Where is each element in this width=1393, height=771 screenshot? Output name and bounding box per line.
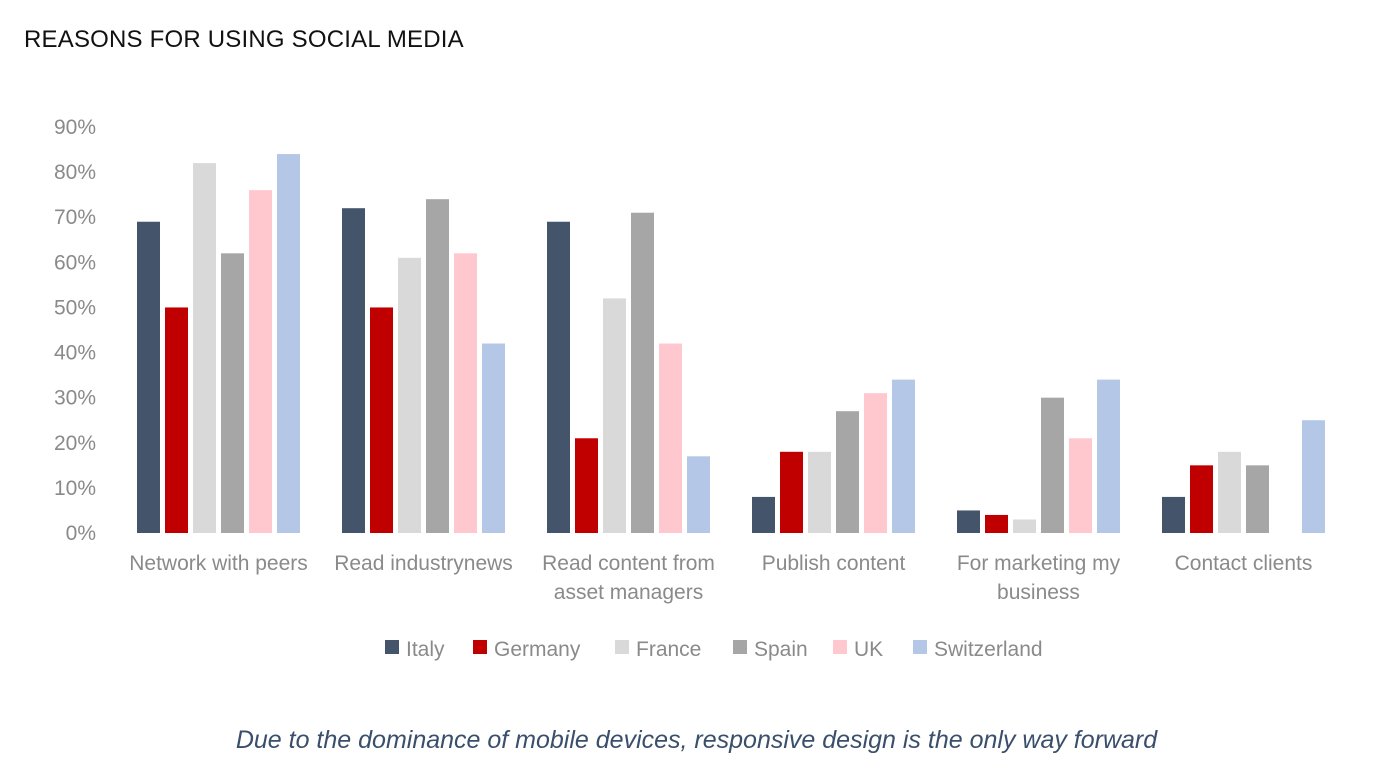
bar-switzerland-1 <box>482 343 505 533</box>
bar-italy-0 <box>137 221 160 533</box>
category-label: Read content from <box>542 552 715 575</box>
y-tick-label: 90% <box>54 116 96 139</box>
bar-france-4 <box>1013 519 1036 533</box>
bar-spain-2 <box>631 212 654 533</box>
category-label: business <box>997 581 1080 604</box>
bar-germany-3 <box>780 451 803 533</box>
x-axis-labels: Network with peers Read industrynews Read … <box>129 552 1312 604</box>
category-label: Network with peers <box>129 552 308 575</box>
category-label: For marketing my <box>957 552 1121 575</box>
legend-label-italy: Italy <box>406 638 445 661</box>
legend: Italy Germany France Spain UK Switzerland <box>385 638 1043 661</box>
legend-label-switzerland: Switzerland <box>934 638 1043 661</box>
y-tick-label: 40% <box>54 342 96 365</box>
y-tick-label: 50% <box>54 296 96 319</box>
bar-uk-4 <box>1069 438 1092 533</box>
legend-swatch-france <box>615 640 629 654</box>
legend-swatch-germany <box>473 640 487 654</box>
bar-switzerland-4 <box>1097 379 1120 533</box>
bar-switzerland-2 <box>687 456 710 533</box>
legend-label-france: France <box>636 638 701 661</box>
bar-germany-2 <box>575 438 598 533</box>
bar-germany-1 <box>370 307 393 533</box>
y-tick-label: 10% <box>54 477 96 500</box>
legend-swatch-switzerland <box>913 640 927 654</box>
bars <box>137 154 1325 534</box>
legend-swatch-uk <box>833 640 847 654</box>
bar-spain-0 <box>221 253 244 534</box>
legend-label-germany: Germany <box>494 638 581 661</box>
bar-germany-0 <box>165 307 188 533</box>
bar-spain-3 <box>836 411 859 533</box>
y-tick-label: 20% <box>54 432 96 455</box>
bar-italy-4 <box>957 510 980 533</box>
category-label: Contact clients <box>1175 552 1313 575</box>
bar-switzerland-0 <box>277 154 300 534</box>
bar-italy-3 <box>752 496 775 533</box>
category-label: Read industrynews <box>334 552 513 575</box>
bar-germany-4 <box>985 514 1008 533</box>
legend-label-spain: Spain <box>754 638 808 661</box>
bar-uk-3 <box>864 393 887 533</box>
bar-uk-0 <box>249 190 272 533</box>
bar-france-1 <box>398 257 421 533</box>
bar-uk-1 <box>454 253 477 534</box>
bar-france-5 <box>1218 451 1241 533</box>
bar-chart: 0% 10% 20% 30% 40% 50% 60% 70% 80% 90% Network wi… <box>54 116 1325 661</box>
legend-swatch-spain <box>733 640 747 654</box>
bar-spain-4 <box>1041 397 1064 533</box>
bar-switzerland-5 <box>1302 420 1325 533</box>
bar-switzerland-3 <box>892 379 915 533</box>
y-tick-label: 70% <box>54 206 96 229</box>
y-axis: 0% 10% 20% 30% 40% 50% 60% 70% 80% 90% <box>54 116 96 545</box>
bar-france-2 <box>603 298 626 533</box>
y-tick-label: 0% <box>66 522 96 545</box>
category-label: Publish content <box>762 552 906 575</box>
bar-spain-5 <box>1246 465 1269 533</box>
bar-italy-5 <box>1162 496 1185 533</box>
caption: Due to the dominance of mobile devices, … <box>235 726 1158 754</box>
y-tick-label: 60% <box>54 251 96 274</box>
y-tick-label: 30% <box>54 387 96 410</box>
bar-germany-5 <box>1190 465 1213 533</box>
bar-spain-1 <box>426 199 449 533</box>
bar-italy-2 <box>547 221 570 533</box>
legend-swatch-italy <box>385 640 399 654</box>
legend-label-uk: UK <box>854 638 883 661</box>
page-title: REASONS FOR USING SOCIAL MEDIA <box>24 26 464 53</box>
bar-uk-2 <box>659 343 682 533</box>
category-label: asset managers <box>554 581 703 604</box>
bar-france-3 <box>808 451 831 533</box>
bar-italy-1 <box>342 208 365 533</box>
y-tick-label: 80% <box>54 161 96 184</box>
bar-france-0 <box>193 163 216 534</box>
